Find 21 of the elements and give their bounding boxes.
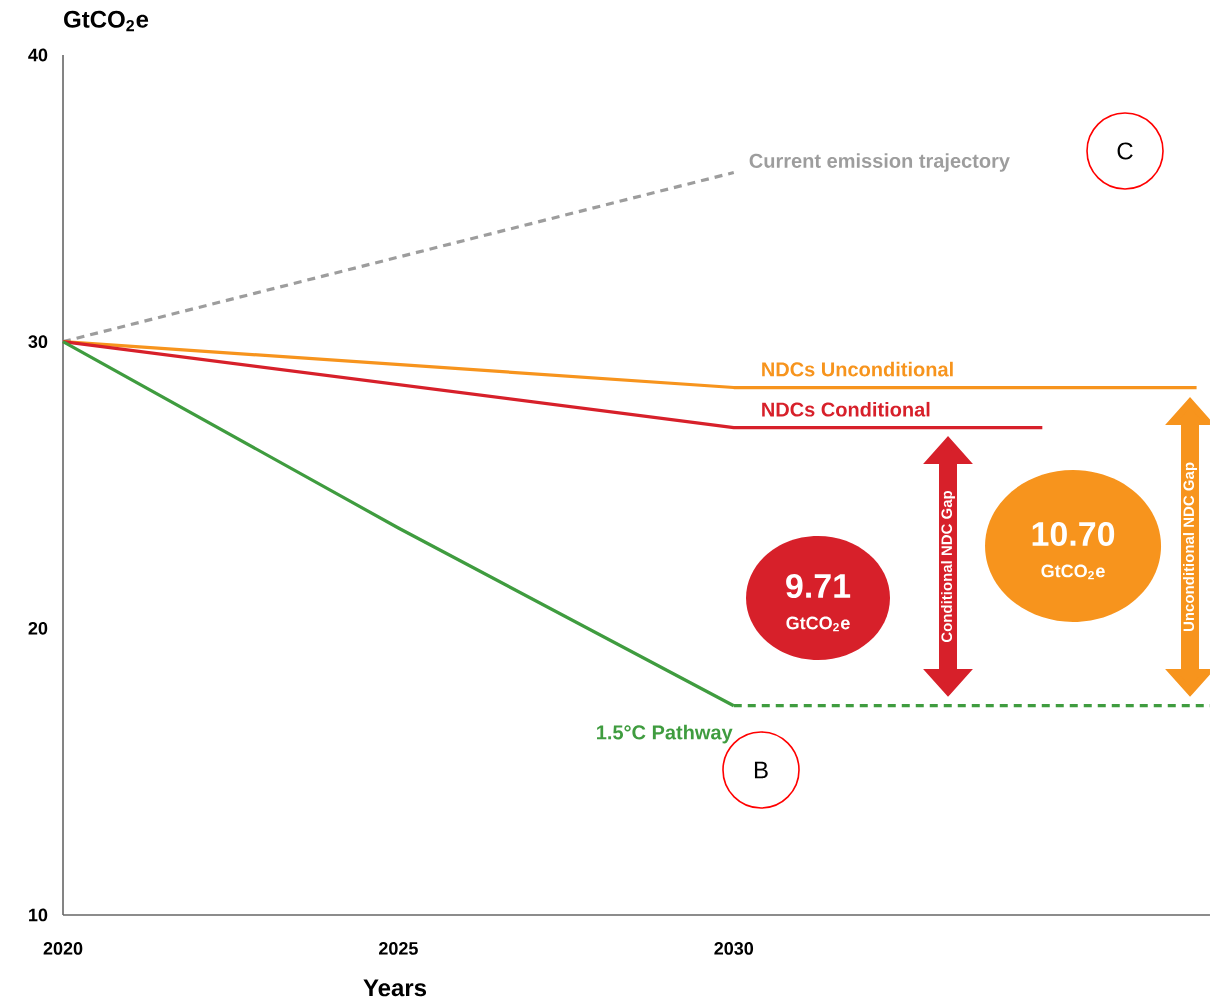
x-tick-label: 2020 — [43, 942, 83, 955]
annotation: Conditional NDC Gap — [941, 490, 955, 643]
series-label: Current emission trajectory — [749, 153, 1010, 172]
x-tick-label: 2030 — [714, 942, 754, 955]
annotation: C — [1117, 142, 1133, 160]
annotation: GtCO$_{2}$e — [1041, 564, 1105, 580]
series-label: 1.5°C Pathway — [597, 724, 733, 744]
y-tick-label: 30 — [28, 335, 48, 349]
series-label: NDCs Unconditional — [762, 361, 953, 377]
annotation: B — [754, 761, 768, 779]
annotation: 9.71 — [786, 573, 851, 599]
y-tick-label: 20 — [28, 621, 48, 635]
x-axis-title: Years — [363, 979, 427, 997]
y-axis-title: GtCO$_{2}$e — [64, 10, 149, 32]
annotation: Unconditional NDC Gap — [1183, 462, 1197, 632]
y-tick-label: 40 — [28, 48, 48, 62]
x-tick-label: 2025 — [378, 942, 418, 955]
y-tick-label: 10 — [29, 908, 48, 922]
series-label: NDCs Conditional — [762, 401, 930, 417]
annotation: 10.70 — [1032, 521, 1115, 547]
annotation: GtCO$_{2}$e — [786, 616, 850, 632]
